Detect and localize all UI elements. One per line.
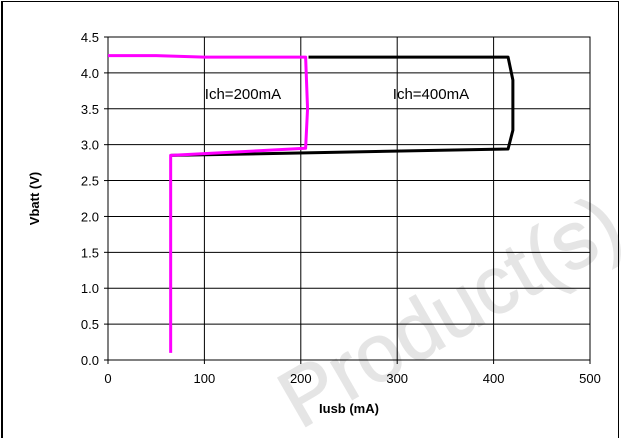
y-tick-label: 2.5 bbox=[81, 174, 99, 189]
x-tick-label: 400 bbox=[483, 371, 505, 386]
watermark-text: Product(s) bbox=[264, 178, 622, 441]
y-axis-label: Vbatt (V) bbox=[27, 172, 42, 225]
y-tick-label: 1.5 bbox=[81, 245, 99, 260]
x-tick-label: 200 bbox=[290, 371, 312, 386]
watermark: Product(s) bbox=[263, 177, 622, 441]
y-tick-label: 3.5 bbox=[81, 102, 99, 117]
x-tick-label: 0 bbox=[104, 371, 111, 386]
series-group bbox=[108, 54, 515, 353]
y-tick-label: 2.0 bbox=[81, 209, 99, 224]
series-line-1 bbox=[170, 55, 515, 157]
x-tick-label: 100 bbox=[194, 371, 216, 386]
x-tick-label: 300 bbox=[386, 371, 408, 386]
grid bbox=[104, 36, 591, 364]
x-axis-label: Iusb (mA) bbox=[319, 401, 379, 416]
annotation-label: Ich=200mA bbox=[205, 86, 281, 103]
y-tick-labels: 0.0 0.5 1.0 1.5 2.0 2.5 3.0 3.5 4.0 4.5 bbox=[81, 30, 99, 368]
y-tick-label: 3.0 bbox=[81, 138, 99, 153]
y-tick-label: 4.5 bbox=[81, 30, 99, 45]
x-tick-label: 500 bbox=[579, 371, 601, 386]
y-tick-label: 4.0 bbox=[81, 66, 99, 81]
series-line-2 bbox=[108, 54, 310, 353]
annotation-label: Ich=400mA bbox=[393, 86, 469, 103]
y-tick-label: 1.0 bbox=[81, 281, 99, 296]
x-tick-labels: 0 100 200 300 400 500 bbox=[104, 371, 600, 386]
y-tick-label: 0.5 bbox=[81, 317, 99, 332]
annotations: Ich=200mA Ich=400mA bbox=[205, 86, 469, 103]
y-tick-label: 0.0 bbox=[81, 353, 99, 368]
